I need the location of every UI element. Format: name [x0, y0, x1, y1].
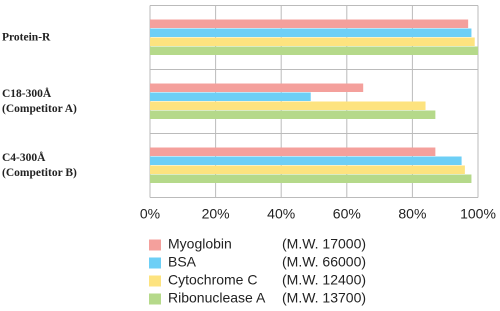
legend-swatch: [149, 257, 161, 269]
bar: [150, 110, 436, 119]
x-tick-label: 100%: [460, 206, 496, 222]
bar: [150, 46, 478, 55]
legend-swatch: [149, 239, 161, 251]
bar: [150, 156, 462, 165]
legend-label: Ribonuclease A: [168, 290, 266, 306]
bar: [150, 37, 475, 46]
legend-label: BSA: [168, 254, 197, 270]
legend-label: Cytochrome C: [168, 272, 257, 288]
bar: [150, 101, 426, 110]
bar: [150, 165, 465, 174]
x-tick-label: 0%: [140, 206, 160, 222]
legend-mw: (M.W. 66000): [282, 254, 366, 270]
legend-label: Myoglobin: [168, 236, 232, 252]
x-tick-label: 40%: [267, 206, 295, 222]
x-tick-label: 80%: [398, 206, 426, 222]
legend-swatch: [149, 293, 161, 305]
frame: [150, 5, 478, 198]
legend-mw: (M.W. 13700): [282, 290, 366, 306]
bar: [150, 147, 436, 156]
category-label: C18-300Å (Competitor A): [2, 87, 77, 115]
x-tick-label: 20%: [202, 206, 230, 222]
legend-swatch: [149, 275, 161, 287]
bar: [150, 174, 472, 183]
category-label: C4-300Å (Competitor B): [2, 151, 77, 179]
bar: [150, 83, 364, 92]
bar: [150, 92, 311, 101]
legend-mw: (M.W. 17000): [282, 236, 366, 252]
x-tick-label: 60%: [333, 206, 361, 222]
legend-mw: (M.W. 12400): [282, 272, 366, 288]
bar: [150, 28, 472, 37]
category-label: Protein-R: [2, 31, 51, 43]
bar: [150, 19, 469, 28]
